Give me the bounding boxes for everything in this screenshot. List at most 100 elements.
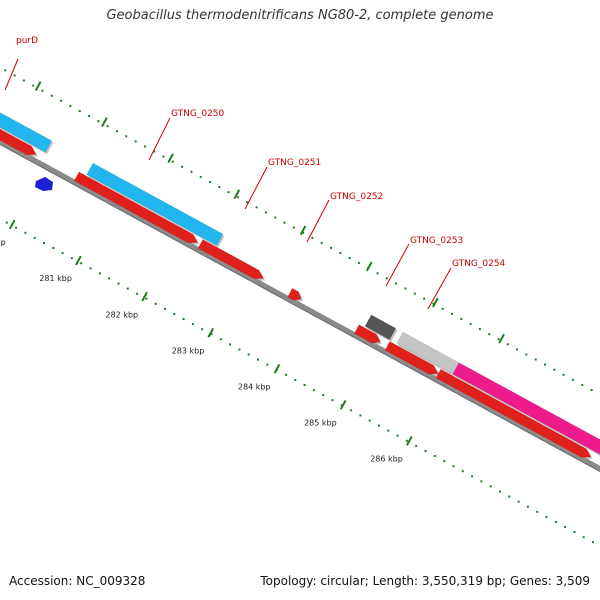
tick-mark [141, 291, 148, 302]
gene-label-gtng-0250[interactable]: GTNG_0250 [171, 109, 225, 119]
cds-feature-4[interactable] [287, 287, 302, 301]
gene-label-gtng-0254[interactable]: GTNG_0254 [452, 259, 506, 269]
tick-dot [238, 348, 241, 351]
tick-dot [534, 358, 537, 361]
tick-dot [143, 145, 146, 148]
cds-feature-7[interactable] [435, 368, 592, 458]
tick-dot [571, 378, 574, 381]
gene-feature-cyan-1[interactable] [0, 100, 53, 153]
tick-dot [61, 252, 64, 255]
tick-dot [525, 353, 528, 356]
tick-dot [508, 495, 511, 498]
tick-mark-outer [299, 225, 307, 236]
tick-dot [302, 231, 305, 234]
leader-line-gtng-0250 [148, 117, 171, 161]
leader-line-gtng-0254 [427, 267, 452, 310]
tick-dot [43, 241, 45, 244]
tick-dot [385, 277, 388, 280]
cds-feature-3[interactable] [197, 239, 265, 280]
tick-dot [460, 318, 463, 320]
tick-dot [153, 150, 156, 153]
tick-dot [69, 104, 72, 107]
tick-dot [136, 292, 139, 295]
tick-dot [443, 460, 446, 463]
tick-dot [126, 287, 129, 290]
tick-dot [283, 221, 286, 224]
tick-dot [339, 252, 342, 254]
tick-dot [97, 120, 100, 123]
gene-feature-blue[interactable] [35, 177, 53, 191]
gene-feature-gray-light[interactable] [396, 331, 460, 375]
tick-dot [274, 216, 277, 219]
gene-label-gtng-0251[interactable]: GTNG_0251 [268, 158, 321, 168]
gene-feature-cyan-2[interactable] [86, 162, 224, 246]
tick-dot [88, 115, 91, 117]
tick-dot [201, 328, 204, 331]
tick-label: 284 kbp [238, 383, 271, 392]
tick-dot [191, 323, 194, 326]
tick-dot [469, 323, 472, 325]
tick-dot [350, 409, 353, 412]
tick-dot [33, 236, 36, 239]
tick-dot [564, 526, 567, 528]
tick-mark [406, 436, 413, 446]
tick-dot [181, 165, 184, 168]
tick-dot [433, 455, 436, 457]
tick-mark-outer [498, 333, 505, 344]
tick-dot [536, 510, 539, 513]
leader-line-gtng-0252 [306, 199, 330, 243]
tick-dot [441, 307, 444, 310]
tick-dot [592, 541, 594, 544]
tick-dot [227, 191, 230, 194]
tick-dot [246, 201, 249, 204]
tick-dot [413, 292, 416, 295]
tick-dot [292, 226, 295, 229]
tick-dot [432, 302, 435, 305]
tick-dot [348, 257, 351, 260]
tick-dot [255, 206, 258, 209]
gene-feature-magenta[interactable] [452, 362, 600, 461]
tick-dot [41, 89, 44, 92]
gene-label-gtng-0253[interactable]: GTNG_0253 [410, 236, 463, 246]
tick-dot [357, 262, 360, 265]
tick-dot [452, 465, 455, 468]
tick-mark [75, 255, 82, 266]
cds-feature-6[interactable] [384, 341, 439, 375]
tick-dot [22, 79, 25, 82]
tick-label: 283 kbp [172, 346, 205, 355]
tick-dot [247, 353, 250, 356]
tick-dot [396, 434, 399, 437]
tick-mark-outer [432, 297, 439, 308]
cds-feature-5[interactable] [353, 324, 381, 344]
cds-feature-1[interactable] [0, 113, 37, 156]
gene-features [0, 100, 600, 461]
tick-dot [331, 399, 334, 402]
accession-text: Accession: NC_009328 [9, 574, 146, 588]
tick-dot [229, 343, 232, 346]
tick-dot [266, 363, 269, 366]
tick-dot [125, 135, 128, 138]
tick-dot [451, 312, 453, 315]
tick-dot [461, 470, 464, 473]
gene-feature-gray-dark[interactable] [364, 314, 397, 341]
tick-dot [4, 69, 7, 72]
tick-dot [368, 419, 371, 422]
tick-dot [423, 297, 426, 300]
tick-dot [573, 531, 576, 534]
tick-dot [145, 297, 148, 300]
tick-dot [190, 170, 193, 173]
tick-dot [60, 99, 63, 102]
tick-dot [312, 389, 315, 392]
tick-dot [544, 363, 546, 366]
tick-dot [15, 226, 18, 229]
gene-label-gtng-0252[interactable]: GTNG_0252 [330, 192, 383, 202]
cds-feature-2[interactable] [73, 171, 199, 244]
tick-dot [162, 155, 165, 158]
tick-dot-rows [4, 69, 600, 544]
tick-dot [489, 485, 492, 488]
tick-mark-outer [34, 81, 42, 91]
genome-summary-text: Topology: circular; Length: 3,550,319 bp… [260, 574, 590, 588]
tick-dot [582, 536, 585, 539]
gene-label-purd[interactable]: purD [16, 36, 38, 46]
tick-dot [78, 110, 81, 112]
